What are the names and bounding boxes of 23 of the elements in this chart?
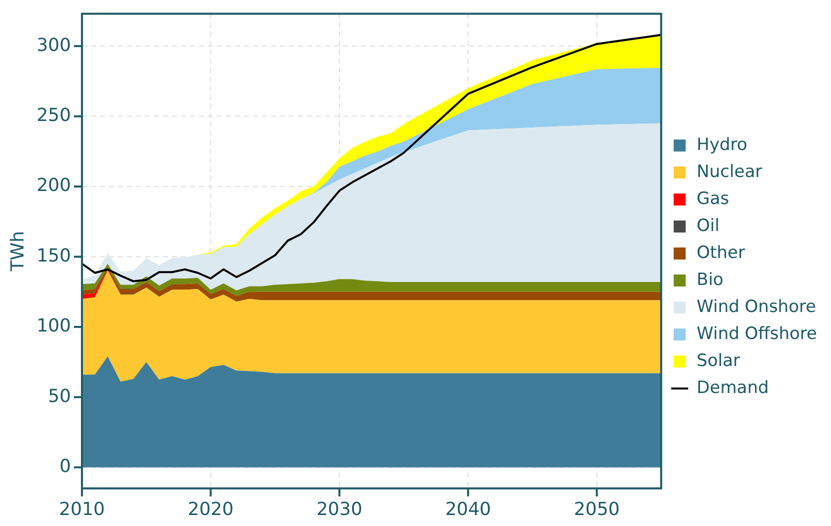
legend-label: Wind Offshore: [696, 324, 817, 344]
legend-label: Nuclear: [696, 162, 762, 182]
y-tick-label: 150: [36, 245, 71, 266]
x-tick-label: 2050: [574, 498, 620, 520]
legend-label: Solar: [696, 350, 740, 371]
x-tick-label: 2040: [445, 498, 492, 520]
x-tick-label: 2010: [59, 498, 105, 520]
y-tick-label: 300: [36, 34, 71, 56]
x-tick-label: 2030: [316, 498, 362, 520]
y-tick-label: 0: [60, 456, 71, 478]
legend-label: Demand: [696, 378, 769, 398]
y-tick-label: 250: [36, 104, 71, 126]
legend-label: Wind Onshore: [696, 296, 816, 317]
legend-label: Bio: [696, 270, 724, 290]
legend-label: Other: [696, 242, 745, 263]
legend-label: Oil: [696, 216, 720, 236]
x-tick-label: 2020: [188, 498, 234, 520]
y-tick-label: 50: [48, 386, 71, 407]
legend-label: Hydro: [696, 134, 748, 155]
y-tick-label: 100: [36, 316, 71, 337]
y-axis-title: TWh: [7, 231, 28, 272]
y-tick-label: 200: [36, 175, 71, 196]
legend-label: Gas: [696, 188, 730, 209]
